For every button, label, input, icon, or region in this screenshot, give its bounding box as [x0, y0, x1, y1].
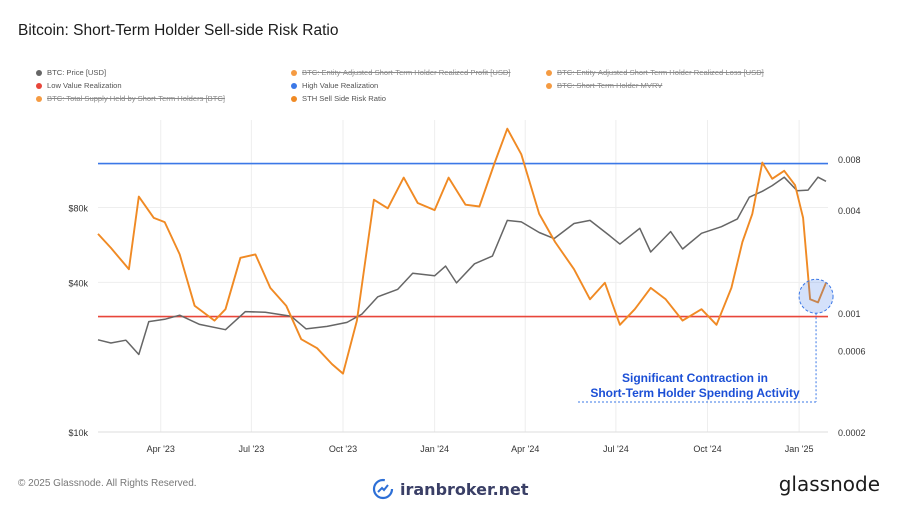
x-tick-label: Apr '23: [147, 444, 175, 454]
legend-dot-icon: [36, 82, 42, 89]
x-tick-label: Jul '24: [603, 444, 629, 454]
series-line-sth-ratio: [97, 127, 827, 375]
legend-item[interactable]: BTC: Price [USD]: [36, 68, 106, 77]
watermark-logo-icon: [372, 478, 394, 500]
highlight-circle: [798, 278, 834, 314]
x-tick-label: Oct '23: [329, 444, 357, 454]
x-tick-label: Jul '23: [239, 444, 265, 454]
legend-label: BTC: Entity-Adjusted Short-Term Holder R…: [302, 68, 511, 77]
x-tick-label: Oct '24: [693, 444, 721, 454]
annotation-line-2: Short-Term Holder Spending Activity: [590, 386, 800, 400]
chart-title: Bitcoin: Short-Term Holder Sell-side Ris…: [18, 22, 339, 39]
brand-logo: glassnode: [778, 472, 880, 496]
legend: BTC: Price [USD] BTC: Entity-Adjusted Sho…: [36, 68, 796, 112]
legend-dot-icon: [291, 95, 297, 102]
legend-label: BTC: Entity-Adjusted Short-Term Holder R…: [557, 68, 764, 77]
legend-label: High Value Realization: [302, 81, 379, 90]
copyright-text: © 2025 Glassnode. All Rights Reserved.: [18, 478, 197, 489]
legend-item[interactable]: BTC: Entity-Adjusted Short-Term Holder R…: [546, 68, 764, 77]
y-left-tick-label: $10k: [68, 428, 88, 438]
x-tick-label: Jan '25: [785, 444, 814, 454]
watermark-text: iranbroker.net: [400, 479, 529, 499]
y-right-tick-label: 0.004: [838, 206, 861, 216]
legend-dot-icon: [36, 95, 42, 102]
y-right-tick-label: 0.0002: [838, 428, 866, 438]
y-right-tick-label: 0.008: [838, 155, 861, 165]
legend-item[interactable]: Low Value Realization: [36, 81, 122, 90]
y-left-tick-label: $80k: [68, 204, 88, 214]
legend-dot-icon: [291, 82, 297, 89]
legend-label: BTC: Price [USD]: [47, 68, 107, 77]
annotation-line-1: Significant Contraction in: [622, 371, 768, 385]
legend-item[interactable]: BTC: Entity-Adjusted Short-Term Holder R…: [291, 68, 510, 77]
legend-dot-icon: [291, 69, 297, 76]
legend-item[interactable]: BTC: Total Supply Held by Short-Term Hol…: [36, 94, 225, 103]
x-tick-label: Apr '24: [511, 444, 539, 454]
y-right-tick-label: 0.001: [838, 309, 861, 319]
legend-dot-icon: [36, 69, 42, 76]
series-line-btc-price: [97, 176, 827, 356]
watermark: iranbroker.net: [372, 478, 529, 500]
x-tick-label: Jan '24: [420, 444, 449, 454]
legend-label: STH Sell Side Risk Ratio: [302, 94, 386, 103]
legend-item[interactable]: High Value Realization: [291, 81, 378, 90]
legend-dot-icon: [546, 82, 552, 89]
y-left-tick-label: $40k: [68, 278, 88, 288]
legend-dot-icon: [546, 69, 552, 76]
y-right-tick-label: 0.0006: [838, 347, 866, 357]
legend-item[interactable]: BTC: Short-Term Holder MVRV: [546, 81, 662, 90]
legend-label: Low Value Realization: [47, 81, 122, 90]
legend-label: BTC: Total Supply Held by Short-Term Hol…: [47, 94, 225, 103]
legend-item[interactable]: STH Sell Side Risk Ratio: [291, 94, 386, 103]
legend-label: BTC: Short-Term Holder MVRV: [557, 81, 663, 90]
